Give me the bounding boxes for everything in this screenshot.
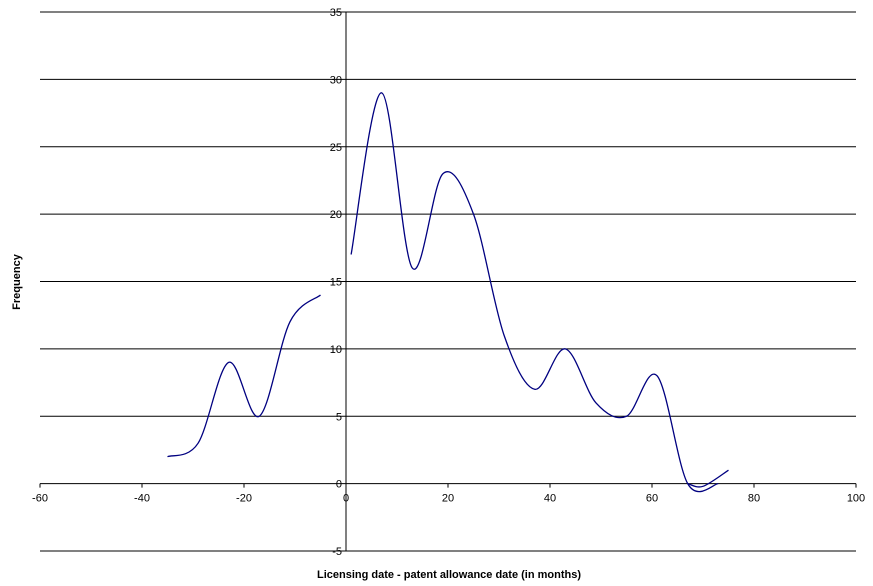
y-tick-label: 5	[336, 411, 342, 423]
y-tick-label: 10	[330, 344, 342, 356]
y-tick-label: -5	[332, 546, 342, 558]
series-line-segment-3	[687, 469, 729, 488]
x-tick-label: 80	[748, 493, 760, 505]
series-line-segment-1	[167, 294, 321, 458]
x-tick-label: 40	[544, 493, 556, 505]
y-tick-label: 0	[336, 479, 342, 491]
x-tick-labels: -60 -40 -20 0 20 40 60 80 100	[32, 493, 865, 505]
gridlines	[40, 11, 856, 552]
y-tick-labels: -5 0 5 10 15 20 25 30 35	[330, 7, 342, 558]
axes	[39, 12, 857, 551]
y-tick-label: 30	[330, 74, 342, 86]
y-tick-label: 20	[330, 209, 342, 221]
x-tick-label: 60	[646, 493, 658, 505]
x-tick-label: -20	[236, 493, 252, 505]
x-axis-title: Licensing date - patent allowance date (…	[317, 569, 581, 581]
x-tick-label: 20	[442, 493, 454, 505]
y-axis-title: Frequency	[11, 253, 23, 310]
x-tick-label: 100	[847, 493, 865, 505]
x-tick-label: 0	[343, 493, 349, 505]
x-tick-label: -60	[32, 493, 48, 505]
y-tick-label: 15	[330, 277, 342, 289]
series-line-segment-2	[350, 92, 719, 493]
x-tick-label: -40	[134, 493, 150, 505]
y-tick-label: 35	[330, 7, 342, 19]
data-lines	[167, 92, 729, 493]
y-tick-label: 25	[330, 142, 342, 154]
